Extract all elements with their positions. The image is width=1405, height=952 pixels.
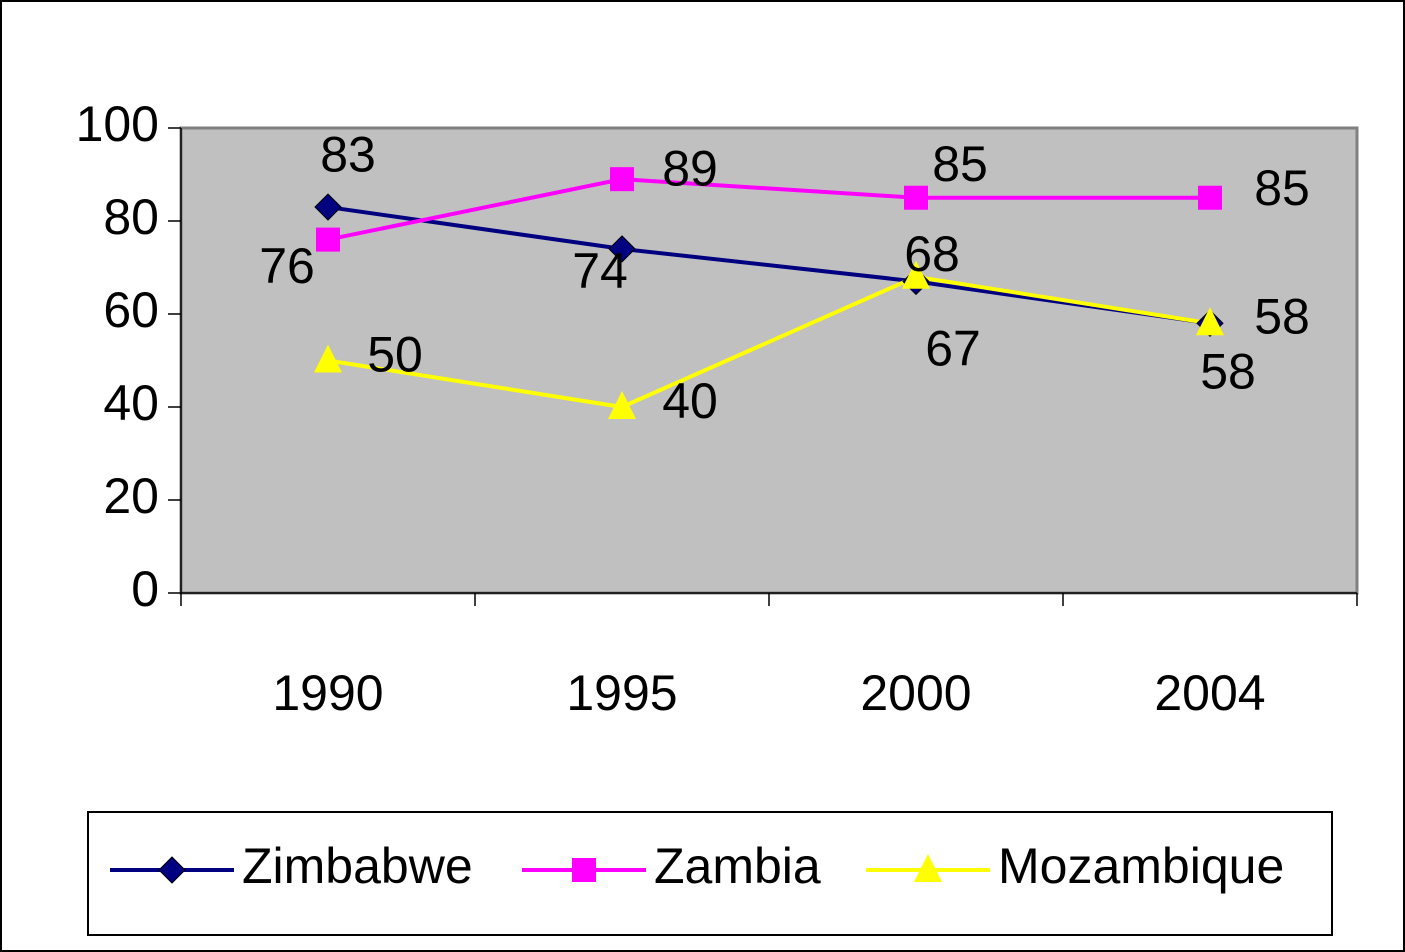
data-label: 76 [259, 238, 315, 294]
data-label: 58 [1254, 289, 1310, 345]
legend-marker [158, 856, 186, 884]
series-line [327, 205, 1211, 326]
y-tick-label: 80 [103, 189, 159, 245]
marker [608, 235, 636, 263]
legend-marker [914, 854, 942, 882]
legend-box [87, 811, 1333, 936]
data-label: 58 [1200, 344, 1256, 400]
data-label: 85 [932, 136, 988, 192]
legend-label: Zimbabwe [242, 838, 473, 894]
marker [314, 344, 342, 373]
y-tick-label: 60 [103, 282, 159, 338]
y-tick-label: 100 [76, 96, 159, 152]
x-tick-label: 2004 [1154, 665, 1265, 721]
y-tick-label: 0 [131, 561, 159, 617]
x-tick-label: 1995 [566, 665, 677, 721]
data-label: 85 [1254, 160, 1310, 216]
legend-marker [572, 858, 596, 882]
marker [902, 260, 930, 289]
data-label: 74 [572, 243, 628, 299]
y-tick-label: 20 [103, 468, 159, 524]
series-line [327, 177, 1210, 242]
marker [904, 185, 928, 210]
marker [610, 167, 634, 192]
plot-area [179, 126, 1359, 595]
data-label: 67 [925, 321, 981, 377]
data-label: 83 [320, 126, 376, 182]
marker [608, 391, 636, 419]
data-label: 50 [367, 327, 423, 383]
legend-label: Mozambique [998, 838, 1284, 894]
legend-label: Zambia [654, 838, 821, 894]
y-tick-label: 40 [103, 375, 159, 431]
marker [1198, 185, 1222, 210]
data-label: 40 [662, 373, 718, 429]
marker [1196, 307, 1224, 336]
x-tick-label: 2000 [860, 665, 971, 721]
marker [314, 193, 342, 221]
data-label: 89 [662, 140, 718, 196]
data-label: 68 [904, 226, 960, 282]
marker [316, 227, 340, 252]
x-tick-label: 1990 [272, 665, 383, 721]
series-line [327, 274, 1211, 410]
